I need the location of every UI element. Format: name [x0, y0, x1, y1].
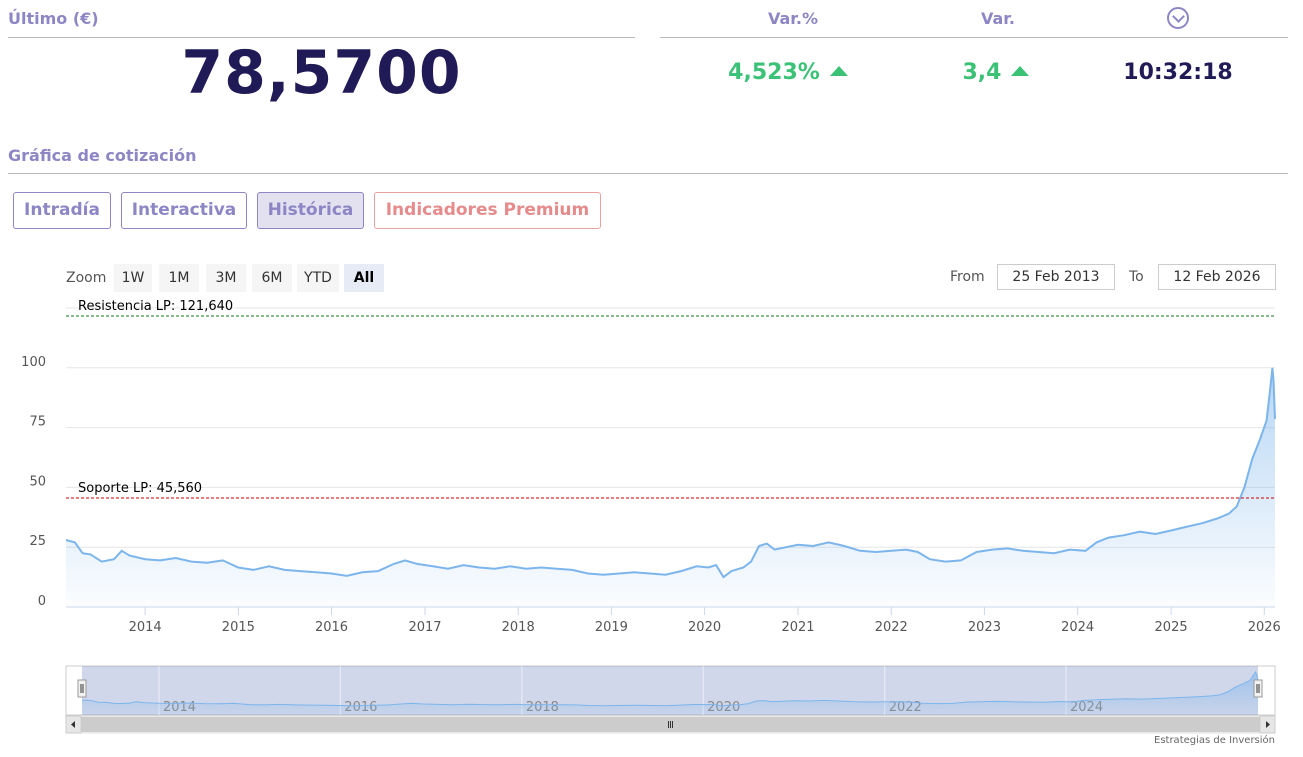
zoom-6m-button[interactable]: 6M [252, 264, 292, 292]
triangle-up-icon [829, 66, 848, 76]
var-pct-value-wrap: 4,523% [718, 60, 858, 85]
range-selector: Zoom 1W 1M 3M 6M YTD All From 25 Feb 201… [0, 262, 1303, 294]
from-date-input[interactable]: 25 Feb 2013 [997, 264, 1115, 290]
tab-interactiva[interactable]: Interactiva [121, 192, 247, 229]
x-axis: 2014 2015 2016 2017 2018 2019 2020 2021 2022 2023… [129, 607, 1281, 635]
chevron-right-icon [1266, 721, 1270, 728]
x-tick-label: 2024 [1061, 620, 1094, 635]
tab-indicadores-premium[interactable]: Indicadores Premium [374, 192, 601, 229]
navigator-right-handle[interactable] [1253, 679, 1263, 698]
chevron-left-icon [71, 721, 75, 728]
price-history-chart[interactable]: Resistencia LP: 121,640 Soporte LP: 45,56… [0, 295, 1303, 735]
reference-lines: Resistencia LP: 121,640 Soporte LP: 45,56… [66, 299, 1275, 499]
x-tick-label: 2014 [129, 620, 162, 635]
resistance-line-label: Resistencia LP: 121,640 [78, 299, 233, 314]
x-tick-label: 2025 [1155, 620, 1188, 635]
x-tick-label: 2020 [688, 620, 721, 635]
x-tick-label: 2017 [408, 620, 441, 635]
to-date-input[interactable]: 12 Feb 2026 [1158, 264, 1276, 290]
x-tick-label: 2016 [315, 620, 348, 635]
var-pct-label: Var.% [767, 9, 819, 28]
price-area [66, 367, 1275, 607]
support-line-label: Soporte LP: 45,560 [78, 481, 202, 496]
x-tick-label: 2021 [781, 620, 814, 635]
plot-area [65, 367, 1276, 607]
y-axis: 0 25 50 75 100 [21, 355, 46, 609]
y-tick-label: 100 [21, 355, 46, 370]
x-tick-label: 2026 [1248, 620, 1281, 635]
var-label: Var. [981, 9, 1015, 28]
navigator-area [82, 671, 1258, 715]
y-tick-label: 0 [38, 594, 46, 609]
quote-time: 10:32:18 [1123, 60, 1233, 85]
to-label: To [1129, 269, 1144, 285]
zoom-all-button[interactable]: All [344, 264, 384, 292]
navigator-line [81, 670, 1259, 707]
navigator-left-handle[interactable] [77, 679, 87, 698]
y-tick-label: 50 [29, 474, 46, 489]
chevron-down-circle-icon[interactable] [1167, 7, 1189, 29]
x-tick-label: 2022 [875, 620, 908, 635]
x-tick-label: 2015 [222, 620, 255, 635]
quote-header: Último (€) 78,5700 Var.% Var. 4,523% 3,4… [0, 0, 1303, 130]
x-tick-label: 2019 [595, 620, 628, 635]
y-tick-label: 75 [29, 415, 46, 430]
x-tick-label: 2023 [968, 620, 1001, 635]
zoom-label: Zoom [66, 270, 107, 286]
tab-historica[interactable]: Histórica [257, 192, 364, 229]
var-value-wrap: 3,4 [946, 60, 1046, 85]
divider [660, 37, 1288, 38]
last-price-value: 78,5700 [181, 38, 462, 108]
y-tick-label: 25 [29, 534, 46, 549]
section-title: Gráfica de cotización [8, 146, 197, 165]
price-line [65, 367, 1276, 579]
var-value: 3,4 [962, 60, 1002, 85]
last-price-label: Último (€) [8, 9, 99, 28]
var-pct-value: 4,523% [728, 60, 820, 85]
divider [8, 37, 635, 38]
divider [8, 173, 1288, 174]
navigator[interactable]: 201420162018202020222024 [65, 665, 1276, 734]
zoom-1m-button[interactable]: 1M [159, 264, 199, 292]
zoom-3m-button[interactable]: 3M [206, 264, 246, 292]
credit-text: Estrategias de Inversión [1154, 735, 1275, 746]
handle-body [77, 679, 87, 698]
x-tick-label: 2018 [502, 620, 535, 635]
from-label: From [950, 269, 985, 285]
zoom-1w-button[interactable]: 1W [114, 264, 152, 292]
zoom-ytd-button[interactable]: YTD [297, 264, 339, 292]
handle-body [1253, 679, 1263, 698]
tab-intradia[interactable]: Intradía [13, 192, 111, 229]
triangle-up-icon [1011, 66, 1030, 76]
